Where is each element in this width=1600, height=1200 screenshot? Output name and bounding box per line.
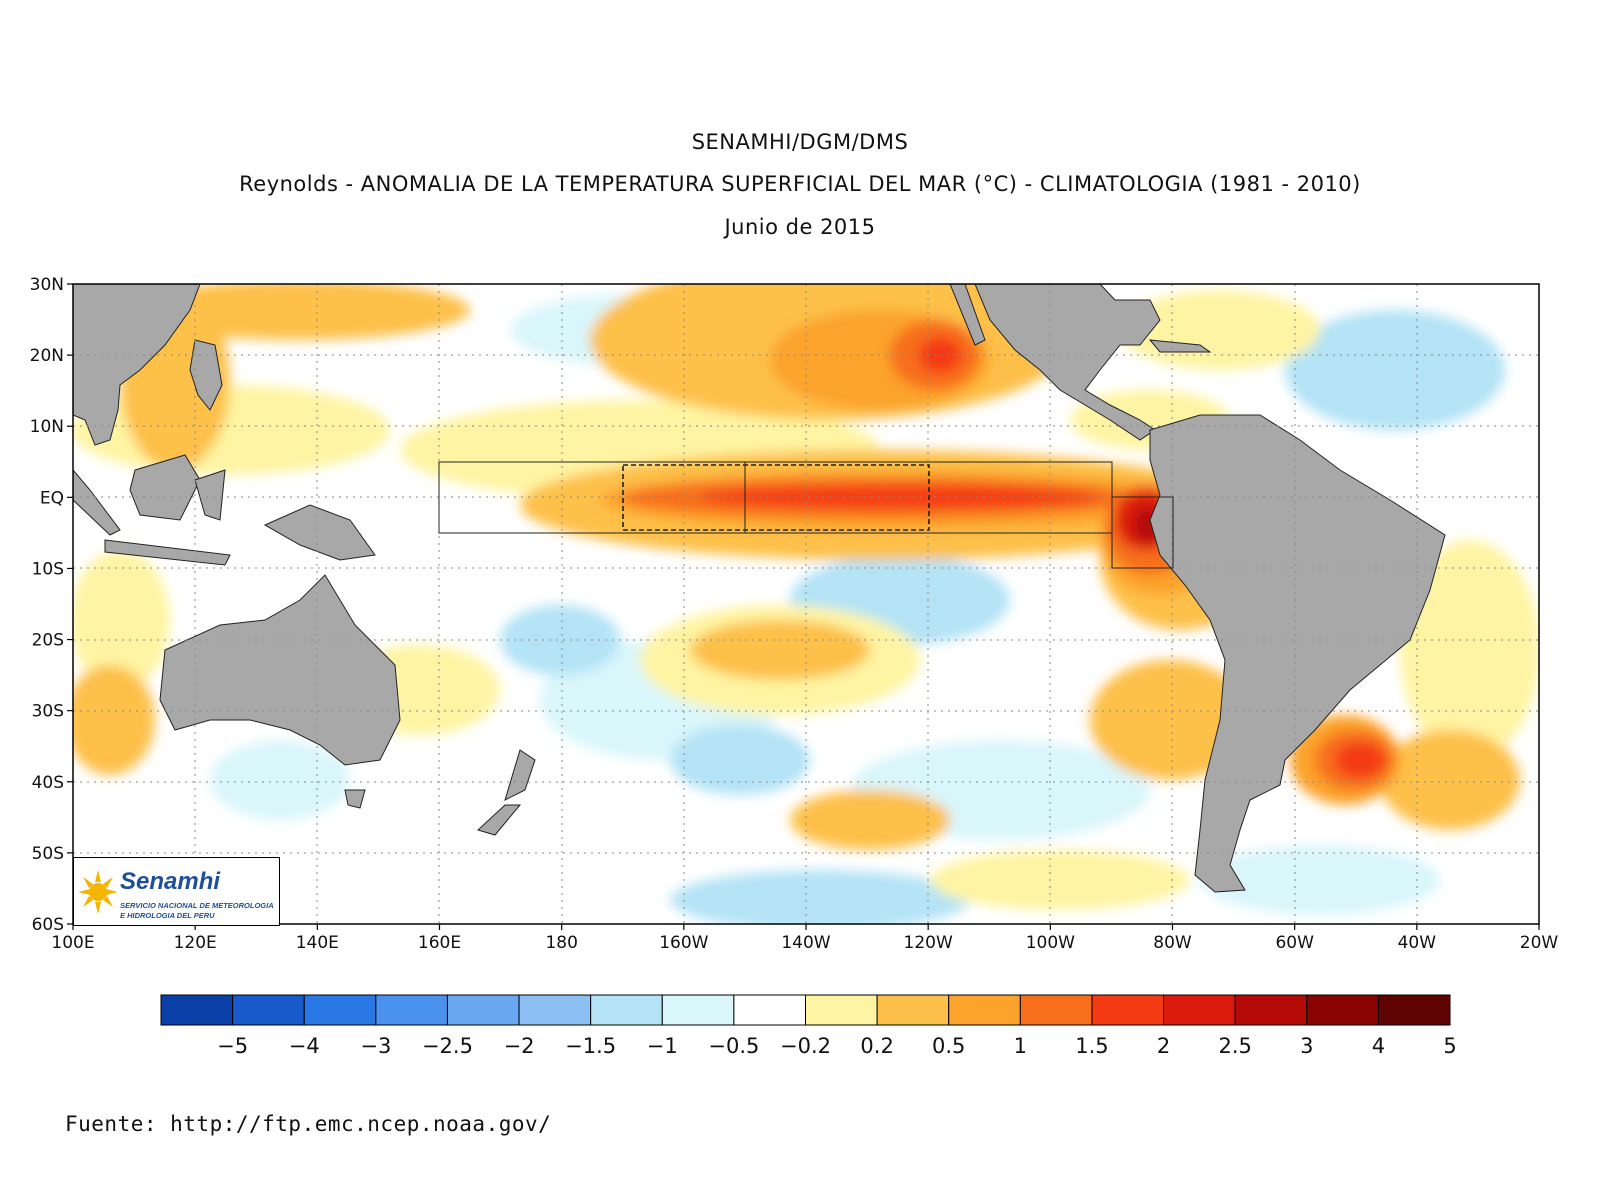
latitude-labels: 30N 20N 10N EQ 10S 20S 30S 40S 50S 60S bbox=[30, 275, 73, 935]
lon-label-100w: 100W bbox=[1026, 933, 1075, 953]
title-main: Reynolds - ANOMALIA DE LA TEMPERATURA SU… bbox=[239, 172, 1361, 196]
colorbar-swatch-0 bbox=[160, 994, 234, 1026]
title-date: Junio de 2015 bbox=[724, 215, 876, 239]
colorbar-swatch-1 bbox=[232, 994, 305, 1026]
land-masses bbox=[73, 284, 1446, 893]
java-landmass bbox=[104, 539, 231, 566]
lat-label-10s: 10S bbox=[32, 559, 64, 579]
nz-north-landmass bbox=[504, 749, 536, 801]
colorbar-label: 3 bbox=[1300, 1034, 1313, 1058]
lon-label-140w: 140W bbox=[781, 933, 830, 953]
colorbar-swatch-11 bbox=[948, 994, 1021, 1026]
tasmania-landmass bbox=[344, 789, 366, 809]
colorbar-swatch-10 bbox=[876, 994, 950, 1026]
colorbar-label: 2 bbox=[1157, 1034, 1170, 1058]
title-agency: SENAMHI/DGM/DMS bbox=[691, 130, 909, 154]
lat-label-30s: 30S bbox=[32, 702, 64, 722]
senamhi-logo: Senamhi SERVICIO NACIONAL DE METEOROLOGI… bbox=[73, 857, 280, 926]
colorbar-swatch-12 bbox=[1019, 994, 1093, 1026]
lon-label-120e: 120E bbox=[174, 933, 217, 953]
sulawesi-landmass bbox=[194, 469, 226, 521]
colorbar-label: −3 bbox=[360, 1034, 391, 1058]
borneo-landmass bbox=[129, 454, 201, 521]
lat-label-50s: 50S bbox=[32, 844, 64, 864]
logo-subtitle-1: SERVICIO NACIONAL DE METEOROLOGIA bbox=[120, 901, 274, 910]
colorbar-swatch-5 bbox=[518, 994, 592, 1026]
colorbar-label: −2.5 bbox=[422, 1034, 473, 1058]
colorbar-swatch-16 bbox=[1306, 994, 1379, 1026]
lon-label-20w: 20W bbox=[1520, 933, 1559, 953]
colorbar-label: −0.2 bbox=[780, 1034, 831, 1058]
south-america-landmass bbox=[1149, 414, 1446, 893]
colorbar-label: −1 bbox=[647, 1034, 678, 1058]
nz-south-landmass bbox=[477, 804, 522, 836]
north-america-landmass bbox=[974, 284, 1161, 441]
colorbar-label: 1 bbox=[1014, 1034, 1027, 1058]
lon-label-140e: 140E bbox=[296, 933, 339, 953]
colorbar-label: 4 bbox=[1372, 1034, 1385, 1058]
baja-landmass bbox=[949, 284, 986, 346]
lon-label-160w: 160W bbox=[659, 933, 708, 953]
map-field bbox=[73, 284, 1539, 924]
australia-landmass bbox=[159, 574, 401, 766]
colorbar-swatch-4 bbox=[446, 994, 520, 1026]
lon-label-100e: 100E bbox=[51, 933, 94, 953]
philippines-landmass bbox=[189, 339, 223, 411]
logo-name: Senamhi bbox=[120, 868, 221, 895]
colorbar-label: 5 bbox=[1443, 1034, 1456, 1058]
lon-label-120w: 120W bbox=[904, 933, 953, 953]
colorbar-label: 2.5 bbox=[1218, 1034, 1251, 1058]
lon-label-80w: 80W bbox=[1153, 933, 1192, 953]
colorbar: −5 −4 −3 −2.5 −2 −1.5 −1 −0.5 −0.2 0.2 0.5 1 1.5 2 2.5… bbox=[160, 994, 1457, 1058]
source-footer: Fuente: http://ftp.emc.ncep.noaa.gov/ bbox=[65, 1112, 552, 1136]
colorbar-label: −4 bbox=[289, 1034, 320, 1058]
colorbar-swatch-7 bbox=[661, 994, 735, 1026]
lat-label-eq: EQ bbox=[40, 488, 64, 508]
lat-label-60s: 60S bbox=[32, 915, 64, 935]
colorbar-label: 0.5 bbox=[932, 1034, 965, 1058]
cuba-landmass bbox=[1148, 339, 1212, 353]
colorbar-label: −2 bbox=[504, 1034, 535, 1058]
lat-label-30n: 30N bbox=[30, 275, 64, 295]
colorbar-swatch-13 bbox=[1091, 994, 1165, 1026]
nino-regions bbox=[438, 461, 1174, 569]
logo-subtitle-2: E HIDROLOGIA DEL PERU bbox=[120, 911, 215, 920]
longitude-labels: 100E 120E 140E 160E 180 160W 140W 120W 100W 80W 60… bbox=[51, 924, 1558, 953]
grid-lines bbox=[73, 284, 1539, 924]
lat-label-10n: 10N bbox=[30, 417, 64, 437]
colorbar-swatch-14 bbox=[1163, 994, 1236, 1026]
colorbar-swatch-6 bbox=[590, 994, 663, 1026]
sumatra-landmass bbox=[73, 469, 121, 536]
lat-label-40s: 40S bbox=[32, 773, 64, 793]
sun-logo-icon bbox=[78, 870, 118, 914]
lat-label-20s: 20S bbox=[32, 631, 64, 651]
nino12-box bbox=[1111, 496, 1174, 569]
colorbar-label: −1.5 bbox=[565, 1034, 616, 1058]
colorbar-label: 0.2 bbox=[860, 1034, 893, 1058]
lon-label-160e: 160E bbox=[418, 933, 461, 953]
new-guinea-landmass bbox=[263, 504, 376, 561]
colorbar-swatch-3 bbox=[375, 994, 448, 1026]
asia-landmass bbox=[73, 284, 201, 446]
lon-label-180: 180 bbox=[545, 933, 577, 953]
colorbar-swatch-17 bbox=[1377, 994, 1451, 1026]
lon-label-40w: 40W bbox=[1398, 933, 1437, 953]
lon-label-60w: 60W bbox=[1275, 933, 1314, 953]
colorbar-swatch-9 bbox=[805, 994, 878, 1026]
nino34-box bbox=[622, 464, 930, 531]
colorbar-label: −0.5 bbox=[708, 1034, 759, 1058]
colorbar-swatch-2 bbox=[303, 994, 377, 1026]
lat-label-20n: 20N bbox=[30, 346, 64, 366]
colorbar-swatch-8 bbox=[733, 994, 807, 1026]
colorbar-label: −5 bbox=[217, 1034, 248, 1058]
colorbar-label: 1.5 bbox=[1075, 1034, 1108, 1058]
colorbar-swatch-15 bbox=[1234, 994, 1308, 1026]
